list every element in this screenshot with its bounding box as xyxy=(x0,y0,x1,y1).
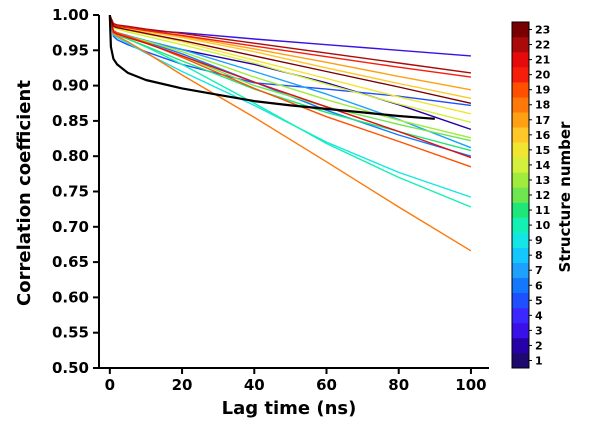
colorbar-segment xyxy=(512,82,529,98)
y-tick-label: 0.70 xyxy=(52,218,89,236)
colorbar-segment xyxy=(512,337,529,354)
colorbar-label: 4 xyxy=(535,309,543,322)
colorbar-segment xyxy=(512,352,529,369)
colorbar-label: 7 xyxy=(535,264,543,277)
y-tick-label: 0.75 xyxy=(52,183,89,201)
colorbar-label: 18 xyxy=(535,99,550,112)
colorbar-label: 3 xyxy=(535,324,543,337)
y-tick-label: 0.50 xyxy=(52,359,89,377)
colorbar-segment xyxy=(512,157,529,173)
colorbar-segment xyxy=(512,142,529,158)
colorbar-label: 8 xyxy=(535,249,543,262)
x-tick-label: 20 xyxy=(172,376,193,394)
colorbar-segment xyxy=(512,52,529,68)
colorbar-label: 23 xyxy=(535,24,550,37)
colorbar-label: 17 xyxy=(535,114,550,127)
series-line-20 xyxy=(109,15,472,104)
series-layer xyxy=(108,15,472,252)
colorbar-segment xyxy=(512,307,529,324)
y-tick-label: 0.55 xyxy=(52,324,89,342)
series-line-15 xyxy=(109,15,472,252)
colorbar-segment xyxy=(512,97,529,113)
colorbar-label: 19 xyxy=(535,84,550,97)
colorbar-label: 2 xyxy=(535,339,543,352)
series-line-21 xyxy=(108,15,435,120)
y-tick-label: 1.00 xyxy=(52,6,89,24)
colorbar-label: 16 xyxy=(535,129,551,142)
x-tick-label: 60 xyxy=(316,376,337,394)
x-tick-label: 100 xyxy=(455,376,486,394)
colorbar-segment xyxy=(512,262,529,279)
series-line-17 xyxy=(109,15,471,78)
colorbar-title: Structure number xyxy=(556,121,574,272)
y-tick-label: 0.90 xyxy=(52,77,89,95)
colorbar-segment xyxy=(512,127,529,143)
colorbar-segment xyxy=(512,322,529,339)
colorbar-segment xyxy=(512,292,529,309)
x-tick-label: 40 xyxy=(244,376,265,394)
y-axis-title: Correlation coefficient xyxy=(14,80,35,306)
colorbar-segment xyxy=(512,112,529,128)
colorbar-label: 13 xyxy=(535,174,550,187)
y-tick-label: 0.95 xyxy=(52,41,89,59)
colorbar-label: 10 xyxy=(535,219,551,232)
y-tick-label: 0.80 xyxy=(52,147,89,165)
colorbar-label: 22 xyxy=(535,39,550,52)
colorbar-label: 5 xyxy=(535,294,543,307)
colorbar-segment xyxy=(512,37,529,53)
y-tick-label: 0.60 xyxy=(52,288,89,306)
colorbar-segment xyxy=(512,217,529,233)
series-line-18 xyxy=(109,15,472,159)
colorbar-label: 9 xyxy=(535,234,543,247)
colorbar-segment xyxy=(512,187,529,203)
colorbar-segment xyxy=(512,247,529,263)
colorbar-label: 21 xyxy=(535,54,550,67)
colorbar-segment xyxy=(512,67,529,83)
colorbar-segment xyxy=(512,172,529,188)
y-tick-label: 0.65 xyxy=(52,253,89,271)
colorbar-label: 15 xyxy=(535,144,550,157)
series-line-6 xyxy=(109,15,472,198)
colorbar-label: 12 xyxy=(535,189,550,202)
series-line-19 xyxy=(109,15,471,74)
colorbar-segment xyxy=(512,277,529,294)
colorbar-label: 20 xyxy=(535,69,551,82)
x-tick-label: 0 xyxy=(105,376,115,394)
colorbar-segment xyxy=(512,202,529,218)
colorbar-segment xyxy=(512,232,529,248)
series-line-3 xyxy=(109,15,471,107)
colorbar-label: 11 xyxy=(535,204,550,217)
colorbar-label: 1 xyxy=(535,354,543,367)
colorbar-label: 14 xyxy=(535,159,551,172)
colorbar-segment xyxy=(512,22,529,38)
x-axis-title: Lag time (ns) xyxy=(222,398,357,419)
x-tick-label: 80 xyxy=(388,376,409,394)
colorbar-label: 6 xyxy=(535,279,543,292)
axes-layer: 0 20 40 60 80 100 0.50 0.55 0.60 0.65 0.70 0.75 0.80… xyxy=(52,6,489,394)
y-tick-label: 0.85 xyxy=(52,112,89,130)
